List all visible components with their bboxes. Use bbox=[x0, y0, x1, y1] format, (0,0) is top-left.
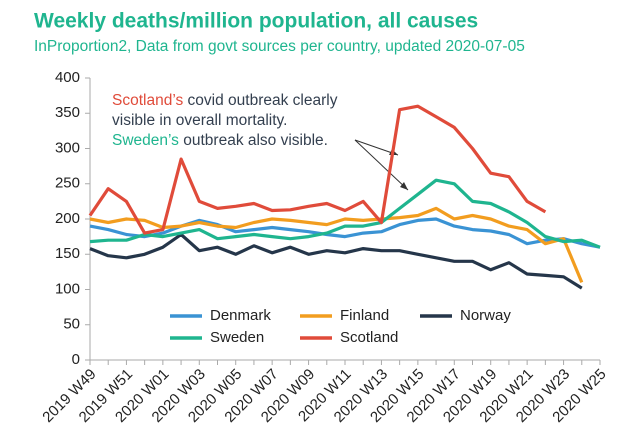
legend-label: Finland bbox=[340, 307, 389, 324]
chart-title: Weekly deaths/million population, all ca… bbox=[34, 10, 478, 33]
y-tick-label: 400 bbox=[55, 69, 80, 86]
y-tick-label: 250 bbox=[55, 175, 80, 192]
y-tick-label: 0 bbox=[72, 351, 80, 368]
annotation-part: Scotland’s bbox=[112, 92, 183, 109]
legend-label: Norway bbox=[460, 307, 511, 324]
annotation-part: visible in overall mortality. bbox=[112, 112, 287, 129]
arrow bbox=[354, 139, 409, 191]
y-tick-label: 100 bbox=[55, 280, 80, 297]
arrowhead bbox=[400, 182, 408, 190]
series-line bbox=[88, 104, 547, 235]
y-tick-label: 50 bbox=[63, 316, 80, 333]
series-line bbox=[89, 178, 601, 249]
annotation: Sweden’s outbreak also visible. bbox=[112, 132, 328, 149]
legend-label: Denmark bbox=[210, 307, 271, 324]
y-tick-label: 350 bbox=[55, 104, 80, 121]
annotation: visible in overall mortality. bbox=[112, 112, 287, 129]
annotation: Scotland’s covid outbreak clearly bbox=[112, 92, 338, 109]
chart-subtitle: InProportion2, Data from govt sources pe… bbox=[34, 38, 525, 55]
y-tick-label: 300 bbox=[55, 139, 80, 156]
series-line bbox=[89, 232, 583, 290]
series-line bbox=[89, 217, 601, 249]
annotation-part: outbreak also visible. bbox=[179, 132, 328, 149]
series-line bbox=[89, 206, 584, 284]
annotation-part: covid outbreak clearly bbox=[183, 92, 337, 109]
y-tick-label: 150 bbox=[55, 245, 80, 262]
annotation-part: Sweden’s bbox=[112, 132, 179, 149]
legend-label: Scotland bbox=[340, 329, 398, 346]
legend-label: Sweden bbox=[210, 329, 264, 346]
y-tick-label: 200 bbox=[55, 210, 80, 227]
